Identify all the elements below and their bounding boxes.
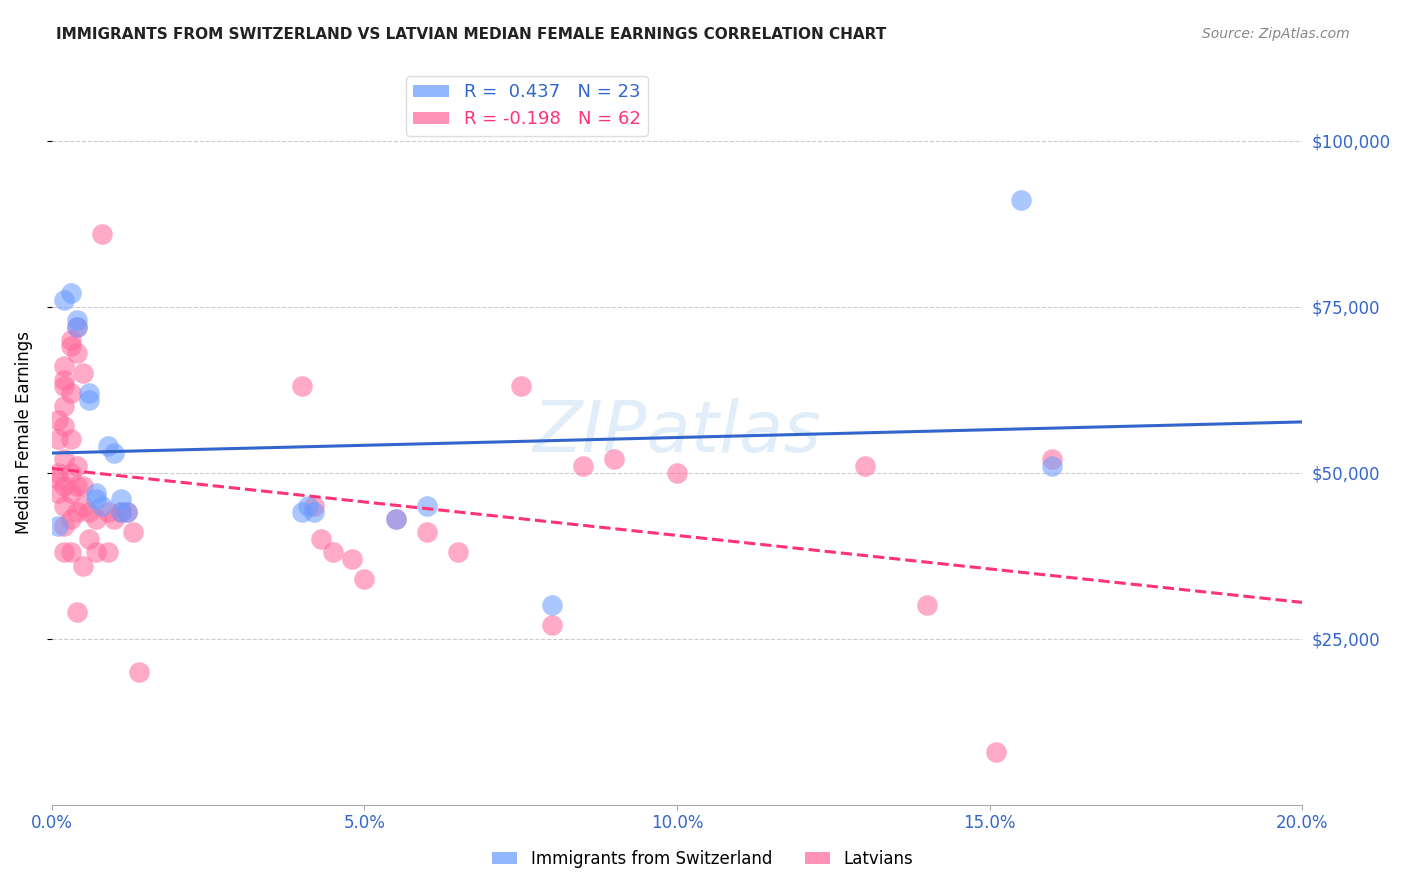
Point <box>103 446 125 460</box>
Point <box>291 379 314 393</box>
Point <box>297 499 319 513</box>
Point <box>416 525 439 540</box>
Point <box>122 525 145 540</box>
Point <box>77 506 100 520</box>
Point <box>66 313 89 327</box>
Point <box>447 545 470 559</box>
Text: ZIPatlas: ZIPatlas <box>533 398 821 467</box>
Point <box>509 379 531 393</box>
Legend: R =  0.437   N = 23, R = -0.198   N = 62: R = 0.437 N = 23, R = -0.198 N = 62 <box>406 76 648 136</box>
Point <box>53 399 76 413</box>
Point <box>53 479 76 493</box>
Point <box>72 558 94 573</box>
Point <box>97 506 120 520</box>
Legend: Immigrants from Switzerland, Latvians: Immigrants from Switzerland, Latvians <box>485 844 921 875</box>
Point <box>53 419 76 434</box>
Point <box>66 346 89 360</box>
Point <box>1040 452 1063 467</box>
Point <box>110 492 132 507</box>
Point <box>66 479 89 493</box>
Point <box>84 492 107 507</box>
Point <box>77 386 100 401</box>
Point <box>46 412 69 426</box>
Point <box>304 506 326 520</box>
Point <box>59 386 82 401</box>
Point <box>115 506 138 520</box>
Point <box>1010 194 1032 208</box>
Point <box>66 319 89 334</box>
Point <box>53 499 76 513</box>
Point <box>572 458 595 473</box>
Point <box>384 512 406 526</box>
Point <box>353 572 375 586</box>
Point <box>46 518 69 533</box>
Point <box>53 545 76 559</box>
Point <box>322 545 344 559</box>
Point <box>72 479 94 493</box>
Point <box>309 532 332 546</box>
Point <box>66 605 89 619</box>
Point <box>97 545 120 559</box>
Point <box>46 485 69 500</box>
Point <box>66 458 89 473</box>
Point <box>915 599 938 613</box>
Point <box>59 333 82 347</box>
Point <box>59 339 82 353</box>
Point <box>77 392 100 407</box>
Text: IMMIGRANTS FROM SWITZERLAND VS LATVIAN MEDIAN FEMALE EARNINGS CORRELATION CHART: IMMIGRANTS FROM SWITZERLAND VS LATVIAN M… <box>56 27 887 42</box>
Point <box>59 286 82 301</box>
Point <box>46 433 69 447</box>
Point <box>53 359 76 374</box>
Point <box>84 485 107 500</box>
Point <box>46 472 69 486</box>
Text: Source: ZipAtlas.com: Source: ZipAtlas.com <box>1202 27 1350 41</box>
Point <box>53 452 76 467</box>
Point <box>59 485 82 500</box>
Point <box>853 458 876 473</box>
Point <box>53 293 76 307</box>
Point <box>665 466 688 480</box>
Point <box>110 506 132 520</box>
Point <box>304 499 326 513</box>
Point <box>90 227 112 241</box>
Point <box>66 506 89 520</box>
Point <box>340 552 363 566</box>
Point <box>984 745 1007 759</box>
Point <box>84 512 107 526</box>
Point <box>66 319 89 334</box>
Point <box>1040 458 1063 473</box>
Point <box>103 512 125 526</box>
Point <box>59 512 82 526</box>
Point <box>110 506 132 520</box>
Point <box>59 433 82 447</box>
Point <box>291 506 314 520</box>
Point <box>53 373 76 387</box>
Point <box>603 452 626 467</box>
Point <box>72 499 94 513</box>
Y-axis label: Median Female Earnings: Median Female Earnings <box>15 331 32 533</box>
Point <box>46 466 69 480</box>
Point <box>416 499 439 513</box>
Point <box>84 545 107 559</box>
Point <box>384 512 406 526</box>
Point <box>72 366 94 380</box>
Point <box>97 439 120 453</box>
Point <box>59 466 82 480</box>
Point <box>53 518 76 533</box>
Point <box>77 532 100 546</box>
Point <box>541 618 564 632</box>
Point <box>541 599 564 613</box>
Point <box>90 499 112 513</box>
Point <box>53 379 76 393</box>
Point <box>128 665 150 679</box>
Point <box>59 545 82 559</box>
Point <box>115 506 138 520</box>
